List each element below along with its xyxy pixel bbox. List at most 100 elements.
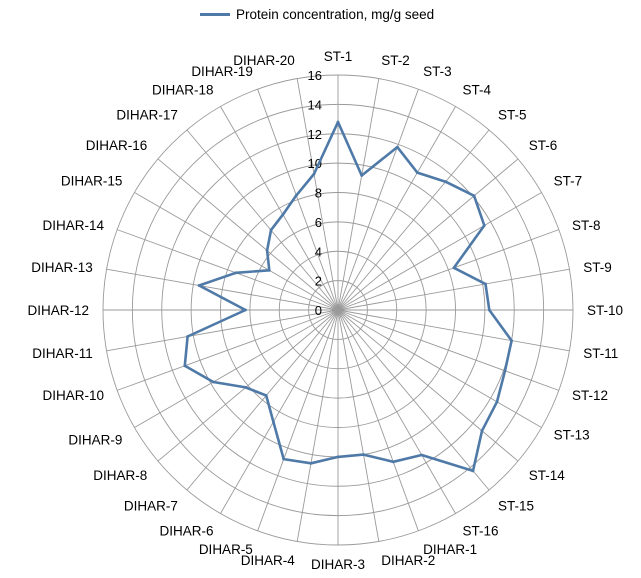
legend-label: Protein concentration, mg/g seed bbox=[236, 6, 435, 22]
grid-spoke bbox=[257, 309, 339, 531]
radial-tick-label: 6 bbox=[315, 215, 322, 230]
grid-spoke bbox=[296, 309, 339, 542]
radial-tick-label: 8 bbox=[315, 186, 322, 201]
grid-spoke bbox=[157, 158, 339, 311]
data-point bbox=[197, 284, 201, 287]
data-point bbox=[234, 271, 238, 275]
data-point bbox=[471, 469, 475, 473]
category-label: ST-8 bbox=[572, 218, 601, 233]
data-point bbox=[294, 194, 298, 197]
grid-spoke bbox=[220, 106, 339, 311]
category-label: DIHAR-5 bbox=[199, 542, 253, 557]
radial-tick-label: 12 bbox=[308, 127, 322, 142]
category-label: DIHAR-8 bbox=[93, 468, 147, 483]
category-label: ST-14 bbox=[529, 468, 566, 483]
category-label: DIHAR-3 bbox=[311, 557, 365, 572]
data-point bbox=[487, 308, 491, 312]
data-point bbox=[452, 266, 456, 270]
category-label: DIHAR-17 bbox=[116, 107, 178, 122]
grid-spoke bbox=[337, 158, 519, 311]
grid-spoke bbox=[186, 309, 339, 491]
data-point bbox=[484, 282, 487, 286]
category-label: DIHAR-11 bbox=[32, 346, 93, 361]
data-point bbox=[244, 386, 248, 389]
category-label: ST-15 bbox=[498, 499, 534, 514]
category-label: DIHAR-20 bbox=[233, 53, 295, 68]
data-point bbox=[281, 213, 285, 217]
data-point bbox=[244, 308, 247, 312]
data-point bbox=[267, 268, 271, 272]
grid-spoke bbox=[337, 106, 456, 311]
grid-spoke bbox=[134, 309, 339, 428]
data-point bbox=[415, 171, 419, 175]
radial-tick-label: 14 bbox=[308, 97, 322, 112]
grid-spoke bbox=[296, 78, 339, 311]
data-point bbox=[211, 380, 215, 384]
category-label: ST-1 bbox=[324, 49, 353, 64]
grid-spoke bbox=[337, 229, 559, 311]
radial-tick-label: 4 bbox=[315, 244, 322, 259]
category-label: DIHAR-16 bbox=[86, 138, 148, 153]
radial-tick-label: 16 bbox=[308, 68, 322, 83]
data-point bbox=[495, 400, 499, 404]
category-label: DIHAR-4 bbox=[241, 553, 295, 568]
grid-spoke bbox=[337, 309, 419, 531]
category-label: ST-10 bbox=[587, 303, 623, 318]
category-label: DIHAR-18 bbox=[152, 82, 214, 97]
grid bbox=[102, 74, 574, 546]
data-point bbox=[391, 460, 395, 464]
category-label: ST-16 bbox=[463, 524, 499, 539]
data-point bbox=[336, 120, 340, 124]
data-point bbox=[336, 455, 340, 459]
data-point bbox=[186, 335, 190, 338]
category-label: DIHAR-7 bbox=[124, 499, 178, 514]
grid-spoke bbox=[337, 309, 570, 352]
category-label: DIHAR-1 bbox=[423, 542, 477, 557]
category-label: DIHAR-19 bbox=[191, 64, 253, 79]
category-label: DIHAR-13 bbox=[31, 260, 93, 275]
grid-spoke bbox=[337, 309, 519, 462]
grid-spoke bbox=[337, 309, 380, 542]
category-label: DIHAR-10 bbox=[43, 388, 105, 403]
data-point bbox=[503, 369, 507, 373]
category-label: ST-12 bbox=[572, 388, 608, 403]
data-point bbox=[360, 174, 364, 177]
category-label: DIHAR-2 bbox=[381, 553, 435, 568]
category-label: ST-4 bbox=[463, 82, 492, 97]
category-label: DIHAR-15 bbox=[61, 174, 123, 189]
category-label: DIHAR-14 bbox=[43, 218, 105, 233]
category-label: ST-2 bbox=[381, 53, 410, 68]
grid-spoke bbox=[337, 192, 542, 311]
grid-spoke bbox=[337, 309, 490, 491]
grid-spoke bbox=[337, 309, 456, 514]
grid-spoke bbox=[337, 78, 380, 311]
data-point bbox=[472, 194, 476, 198]
grid-spoke bbox=[157, 309, 339, 462]
grid-spoke bbox=[337, 268, 570, 311]
grid-spoke bbox=[117, 229, 339, 311]
data-point bbox=[265, 249, 269, 252]
grid-spoke bbox=[257, 89, 339, 311]
category-label: DIHAR-9 bbox=[68, 433, 122, 448]
grid-spoke bbox=[106, 309, 339, 352]
grid-spoke bbox=[186, 129, 339, 311]
data-point bbox=[272, 420, 275, 424]
data-point bbox=[362, 453, 365, 456]
category-label: ST-13 bbox=[554, 428, 590, 443]
data-point bbox=[269, 228, 273, 232]
data-point bbox=[420, 453, 424, 457]
data-point bbox=[264, 394, 268, 397]
data-point bbox=[480, 429, 484, 433]
grid-spoke bbox=[134, 192, 339, 311]
category-label: ST-3 bbox=[423, 64, 452, 79]
category-label: ST-9 bbox=[583, 260, 612, 275]
category-label: DIHAR-12 bbox=[27, 303, 89, 318]
data-point bbox=[312, 172, 316, 176]
grid-spoke bbox=[337, 129, 490, 311]
category-label: ST-11 bbox=[583, 346, 618, 361]
category-label: ST-7 bbox=[554, 174, 583, 189]
grid-spoke bbox=[337, 309, 542, 428]
grid-spoke bbox=[106, 268, 339, 311]
data-point bbox=[282, 457, 286, 461]
